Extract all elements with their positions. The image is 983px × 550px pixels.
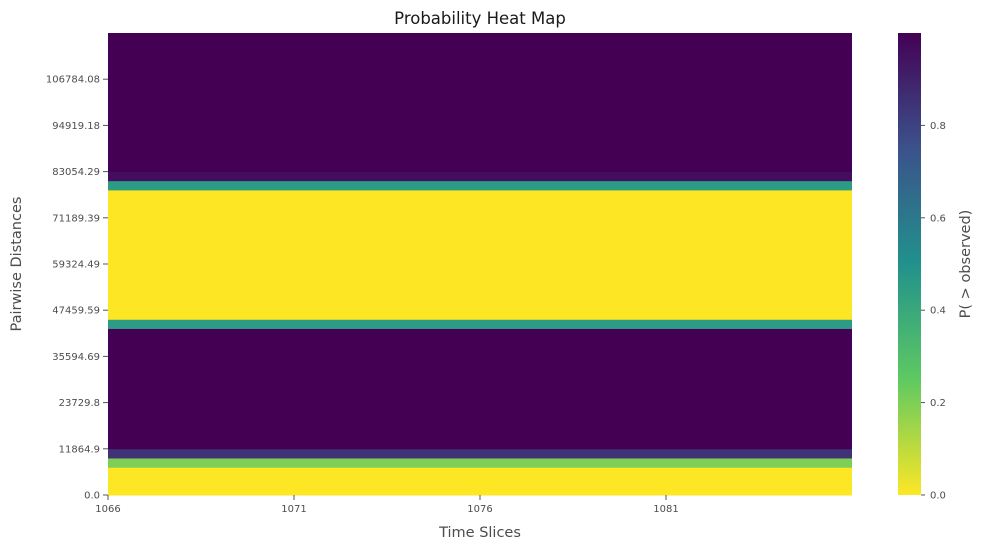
x-tick-label: 1071 <box>281 504 306 515</box>
x-tick-label: 1081 <box>653 504 678 515</box>
colorbar-tick-label: 0.4 <box>930 306 946 317</box>
y-tick-label: 94919.18 <box>52 121 100 132</box>
y-tick-label: 106784.08 <box>46 75 100 86</box>
colorbar <box>898 33 921 495</box>
y-axis: 0.0 11864.9 23729.8 35594.69 47459.59 59324.4… <box>46 75 108 502</box>
y-tick-label: 23729.8 <box>59 398 100 409</box>
y-tick-label: 59324.49 <box>52 260 100 271</box>
heatmap-cell <box>108 171 852 182</box>
y-tick-label: 71189.39 <box>52 213 100 224</box>
heatmap-cell <box>108 189 852 320</box>
colorbar-tick-label: 0.2 <box>930 398 946 409</box>
colorbar-axis: 0.0 0.2 0.4 0.6 0.8 <box>921 121 946 502</box>
colorbar-label: P( > observed) <box>958 210 974 319</box>
x-axis-label: Time Slices <box>438 525 521 541</box>
heatmap-cell <box>108 467 852 496</box>
y-tick-label: 47459.59 <box>52 306 100 317</box>
y-tick-label: 83054.29 <box>52 167 100 178</box>
heatmap-cell <box>108 180 852 191</box>
x-tick-label: 1066 <box>95 504 120 515</box>
x-axis: 1066 1071 1076 1081 <box>95 495 679 515</box>
y-tick-label: 35594.69 <box>52 352 100 363</box>
y-tick-label: 0.0 <box>84 491 100 502</box>
colorbar-tick-label: 0.8 <box>930 121 946 132</box>
heatmap-cell <box>108 448 852 459</box>
heatmap-cell <box>108 457 852 468</box>
heatmap-cells <box>108 33 852 496</box>
heatmap-cell <box>108 328 852 450</box>
x-tick-label: 1076 <box>467 504 492 515</box>
heatmap-cell <box>108 33 852 172</box>
colorbar-tick-label: 0.6 <box>930 213 946 224</box>
chart-title: Probability Heat Map <box>394 9 566 28</box>
colorbar-tick-label: 0.0 <box>930 491 946 502</box>
y-axis-label: Pairwise Distances <box>9 197 25 332</box>
heatmap-cell <box>108 319 852 329</box>
y-tick-label: 11864.9 <box>59 444 100 455</box>
